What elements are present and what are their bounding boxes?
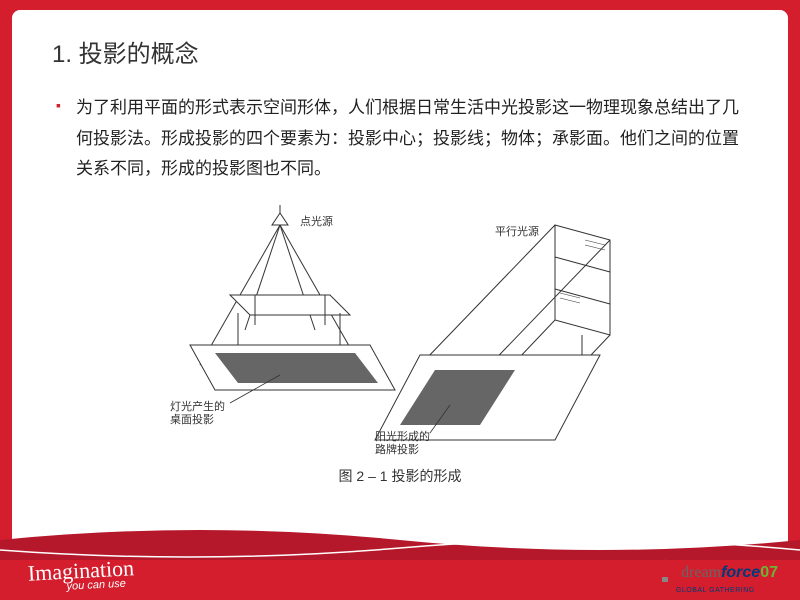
figure-caption: 图 2 – 1 投影的形成 xyxy=(52,466,748,486)
slide-body: 1. 投影的概念 为了利用平面的形式表示空间形体，人们根据日常生活中光投影这一物… xyxy=(12,10,788,550)
lightbulb-icon xyxy=(653,559,677,587)
projection-diagram: 点光源 平行光源 灯光产生的 桌面投影 阳光形成的 路牌投影 xyxy=(160,195,640,455)
label-parallel-light: 平行光源 xyxy=(495,224,539,238)
label-point-light: 点光源 xyxy=(300,214,333,228)
logo-force: force xyxy=(721,564,760,581)
label-desk-shadow-1: 灯光产生的 xyxy=(170,399,225,413)
label-sun-shadow-1: 阳光形成的 xyxy=(375,429,430,443)
tagline-sub: you can use xyxy=(66,577,135,593)
logo-sub: GLOBAL GATHERING xyxy=(653,587,778,594)
logo-year: 07 xyxy=(760,564,778,581)
footer: Imagination you can use dreamforce07 GLO… xyxy=(0,542,800,600)
footer-logo: dreamforce07 GLOBAL GATHERING xyxy=(653,559,778,594)
footer-tagline: Imagination you can use xyxy=(27,555,135,595)
label-desk-shadow-2: 桌面投影 xyxy=(170,412,214,426)
slide-title: 1. 投影的概念 xyxy=(52,34,748,69)
label-sun-shadow-2: 路牌投影 xyxy=(375,442,419,455)
logo-text: dreamforce07 xyxy=(681,564,778,581)
figure-container: 点光源 平行光源 灯光产生的 桌面投影 阳光形成的 路牌投影 图 2 – 1 投… xyxy=(52,195,748,486)
body-paragraph: 为了利用平面的形式表示空间形体，人们根据日常生活中光投影这一物理现象总结出了几何… xyxy=(52,93,748,185)
logo-dream: dream xyxy=(681,564,721,581)
